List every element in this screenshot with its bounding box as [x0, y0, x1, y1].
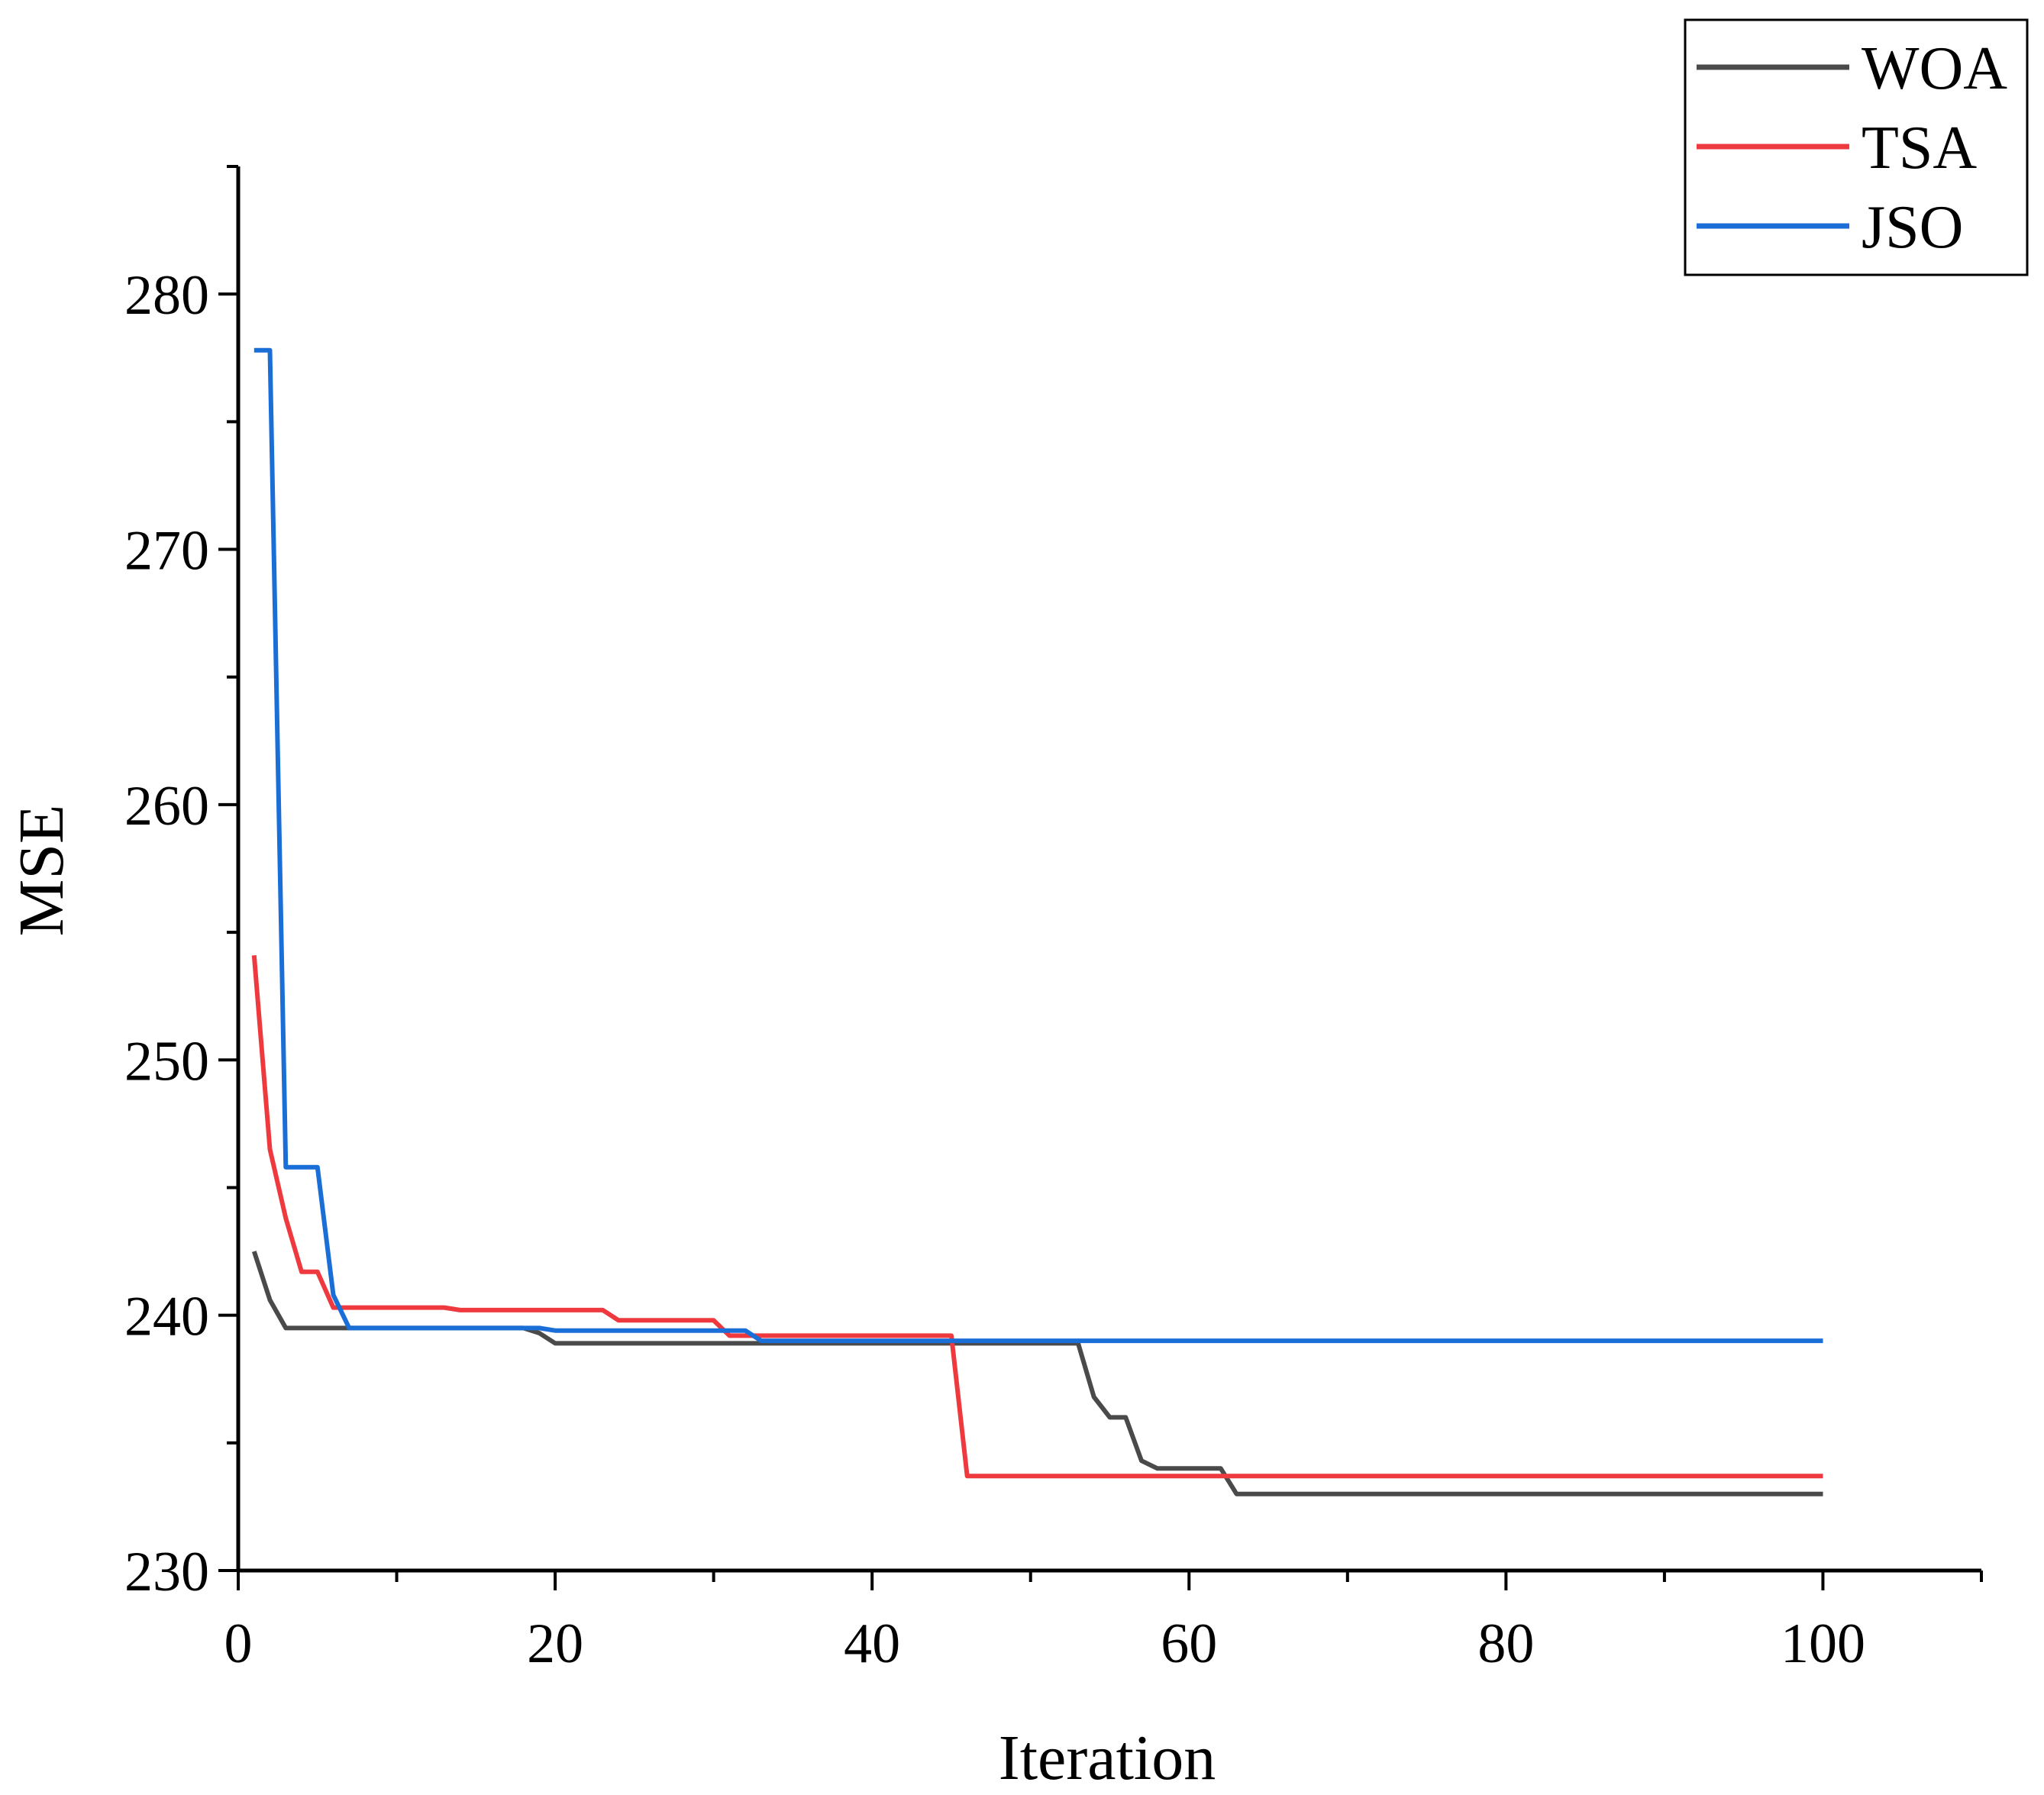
- axes: 0 20 40 60 80 100 230 240 250 260 270 280: [124, 165, 1983, 1675]
- legend-label-jso: JSO: [1862, 194, 1963, 261]
- y-tick-label: 280: [124, 264, 209, 327]
- y-axis-title: MSE: [6, 805, 77, 937]
- y-tick-label: 230: [124, 1541, 209, 1603]
- x-tick-label: 40: [844, 1613, 900, 1675]
- x-tick-label: 0: [224, 1613, 253, 1675]
- legend-label-tsa: TSA: [1862, 115, 1977, 182]
- x-tick-label: 20: [527, 1613, 583, 1675]
- series-line-woa: [251, 1251, 1823, 1496]
- y-tick-label: 250: [124, 1030, 209, 1093]
- series-layer: [251, 347, 1823, 1496]
- y-tick-label: 240: [124, 1286, 209, 1348]
- y-tick-label: 270: [124, 520, 209, 583]
- legend-label-woa: WOA: [1862, 35, 2007, 102]
- series-line-jso: [253, 347, 1823, 1344]
- x-tick-label: 60: [1161, 1613, 1217, 1675]
- y-tick-label: 260: [124, 775, 209, 838]
- series-line-tsa: [251, 954, 1823, 1479]
- x-tick-label: 80: [1477, 1613, 1534, 1675]
- x-tick-label: 100: [1781, 1613, 1865, 1675]
- x-axis-title: Iteration: [999, 1722, 1216, 1793]
- legend: WOA TSA JSO: [1684, 18, 2029, 276]
